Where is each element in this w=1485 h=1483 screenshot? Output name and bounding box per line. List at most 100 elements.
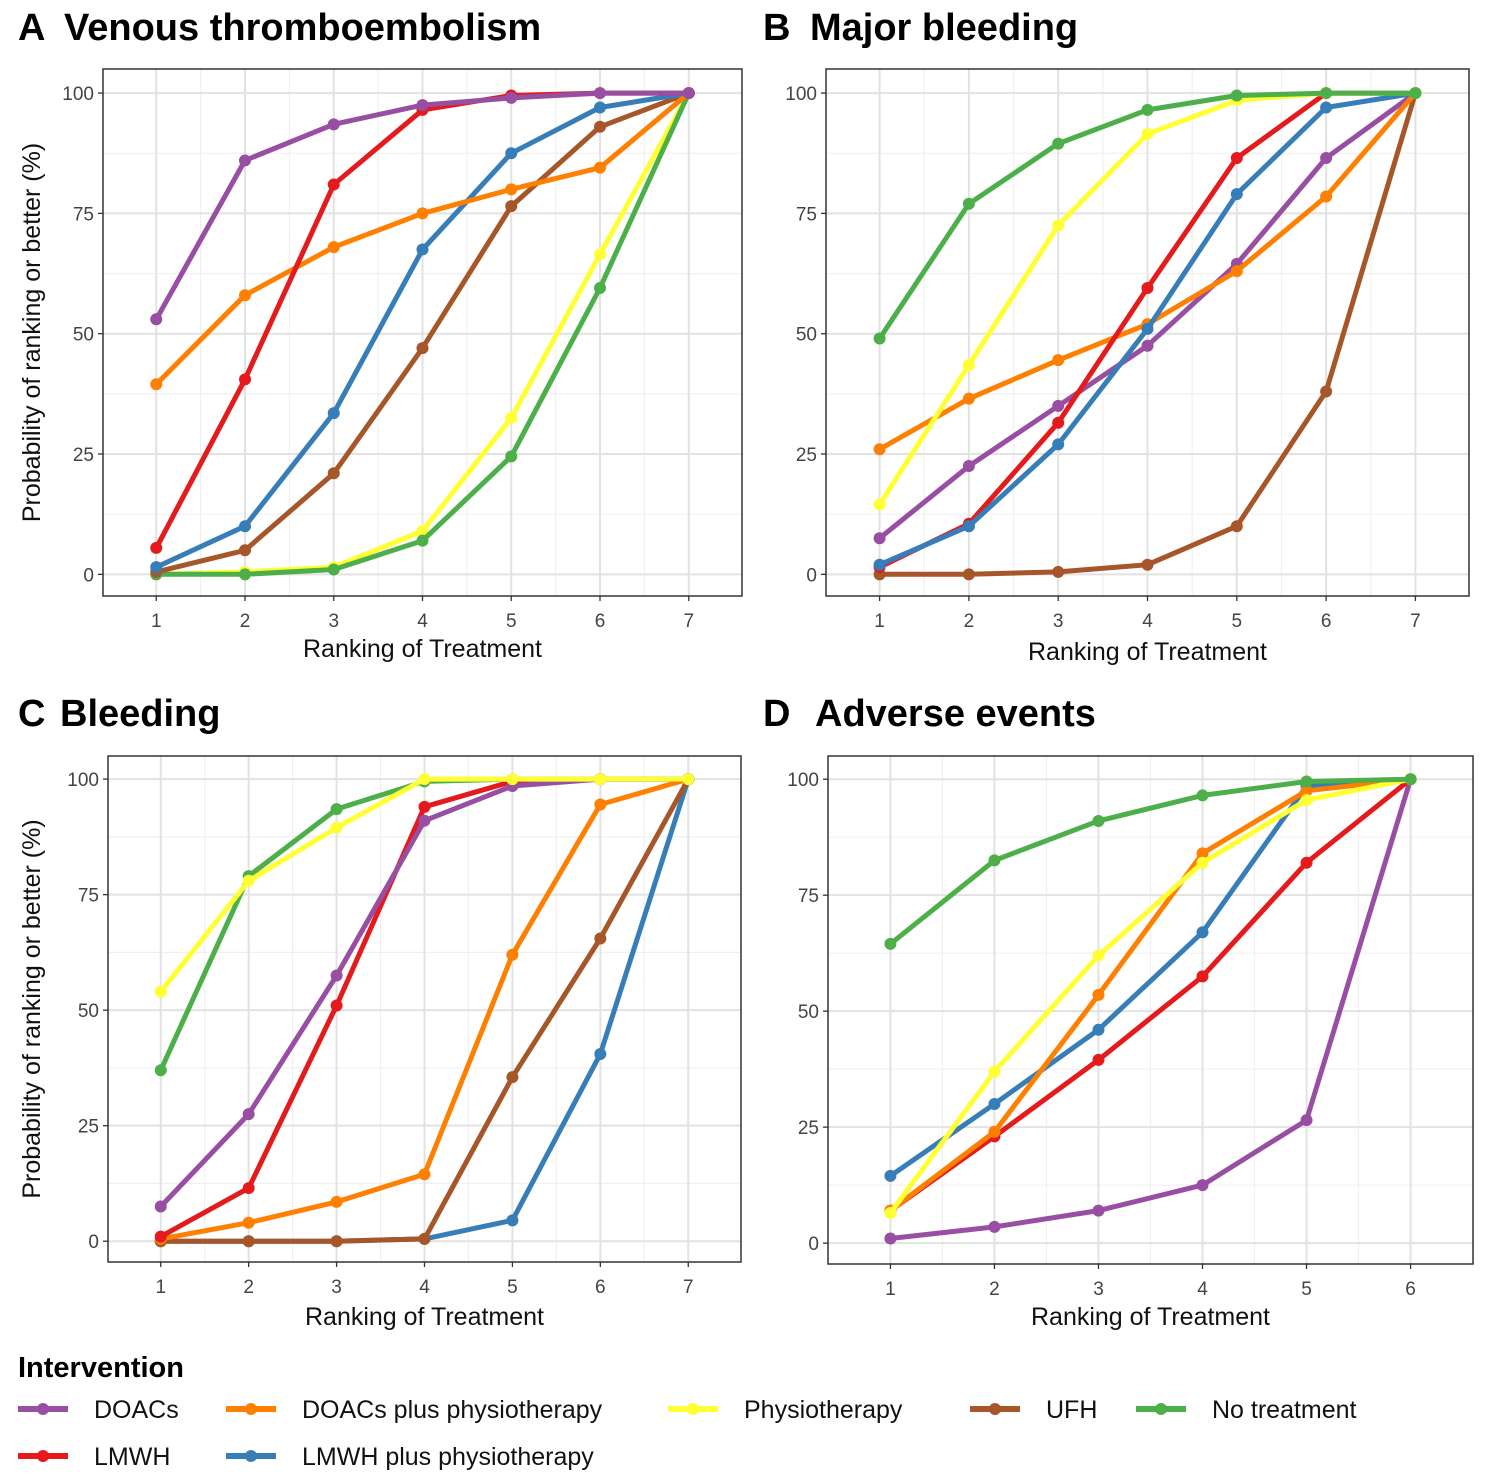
- data-point: [1141, 558, 1154, 571]
- legend-item-lmwh: LMWH: [18, 1443, 170, 1471]
- x-axis-title: Ranking of Treatment: [303, 635, 542, 663]
- data-point: [1141, 281, 1154, 294]
- data-point: [327, 563, 340, 576]
- series-line-lmwh-plus-physiotherapy: [887, 776, 1414, 1179]
- data-point: [682, 87, 695, 100]
- data-point: [873, 558, 886, 571]
- y-axis-title: Probability of ranking or better (%): [18, 819, 46, 1198]
- data-point: [418, 1232, 431, 1245]
- legend-item-doacs: DOACs: [18, 1396, 179, 1424]
- legend-swatch-point: [37, 1450, 49, 1462]
- x-tick-label: 2: [243, 1277, 254, 1298]
- y-tick-label: 0: [83, 565, 94, 586]
- data-point: [327, 241, 340, 254]
- data-point: [594, 248, 606, 261]
- legend-swatch-point: [245, 1403, 257, 1415]
- data-point: [505, 450, 518, 463]
- legend: Intervention DOACs DOACs plus physiotherap…: [18, 1352, 1357, 1471]
- data-point: [1052, 354, 1065, 367]
- series-no-treatment: [873, 87, 1422, 345]
- legend-label: No treatment: [1212, 1396, 1357, 1424]
- y-tick-label: 50: [798, 1002, 819, 1023]
- data-point: [239, 520, 251, 533]
- data-point: [988, 1125, 1001, 1138]
- panel-title: Adverse events: [815, 693, 1096, 735]
- legend-label: DOACs: [94, 1396, 179, 1424]
- data-point: [1052, 438, 1065, 451]
- x-tick-label: 5: [507, 1277, 518, 1298]
- data-point: [154, 1064, 167, 1077]
- data-point: [1141, 339, 1154, 352]
- y-tick-label: 75: [796, 204, 817, 225]
- legend-label: Physiotherapy: [744, 1396, 903, 1424]
- x-tick-label: 6: [595, 611, 606, 632]
- panel-letter: A: [18, 7, 45, 49]
- x-tick-label: 6: [1405, 1279, 1416, 1300]
- x-tick-label: 6: [1321, 611, 1332, 632]
- data-point: [327, 467, 340, 480]
- data-point: [150, 378, 163, 391]
- legend-swatch-point: [37, 1403, 49, 1415]
- data-point: [418, 814, 431, 827]
- x-tick-label: 6: [595, 1277, 606, 1298]
- y-tick-label: 100: [785, 84, 817, 105]
- data-point: [416, 534, 429, 547]
- x-tick-label: 1: [155, 1277, 166, 1298]
- data-point: [594, 1048, 607, 1061]
- data-point: [1320, 385, 1333, 398]
- data-point: [1052, 416, 1065, 429]
- x-tick-label: 4: [1197, 1279, 1208, 1300]
- data-point: [594, 161, 606, 174]
- series-line-physiotherapy: [887, 776, 1414, 1216]
- data-point: [594, 281, 606, 294]
- legend-label: UFH: [1046, 1396, 1097, 1424]
- x-tick-label: 1: [151, 611, 162, 632]
- y-tick-label: 25: [796, 445, 817, 466]
- data-point: [330, 969, 343, 982]
- y-tick-label: 0: [808, 1234, 819, 1255]
- y-tick-label: 50: [73, 325, 94, 346]
- data-point: [242, 874, 255, 887]
- legend-swatch-point: [1155, 1403, 1167, 1415]
- y-tick-label: 25: [798, 1118, 819, 1139]
- data-point: [327, 118, 340, 131]
- data-point: [988, 854, 1001, 867]
- data-point: [327, 178, 340, 191]
- y-tick-label: 75: [73, 204, 94, 225]
- data-point: [884, 937, 897, 950]
- data-point: [330, 1195, 343, 1208]
- data-point: [594, 87, 606, 100]
- data-point: [154, 985, 167, 998]
- legend-item-lmwh-plus-physiotherapy: LMWH plus physiotherapy: [226, 1443, 594, 1471]
- data-point: [1092, 1023, 1105, 1036]
- data-point: [1052, 137, 1065, 150]
- y-tick-label: 50: [796, 325, 817, 346]
- data-point: [988, 1065, 1001, 1078]
- data-point: [1409, 87, 1422, 100]
- data-point: [1196, 926, 1209, 939]
- data-point: [1320, 101, 1333, 114]
- data-point: [330, 999, 343, 1012]
- series-doacs: [884, 773, 1417, 1245]
- panel-letter: C: [18, 693, 45, 735]
- data-point: [1196, 1179, 1209, 1192]
- legend-item-doacs-plus-physiotherapy: DOACs plus physiotherapy: [226, 1396, 603, 1424]
- data-point: [1230, 520, 1243, 533]
- chart-panel-c: 0 25 50 75 100 1 2 3 4 5 6 7 Ranking of Treatment Pro…: [18, 693, 742, 1331]
- data-point: [505, 147, 518, 160]
- y-tick-label: 100: [67, 770, 99, 791]
- data-point: [1092, 1053, 1105, 1066]
- y-tick-label: 75: [798, 886, 819, 907]
- data-point: [1300, 784, 1313, 797]
- data-point: [506, 1214, 519, 1227]
- x-tick-label: 4: [417, 611, 428, 632]
- data-point: [242, 1235, 255, 1248]
- x-tick-label: 1: [885, 1279, 896, 1300]
- data-point: [1320, 152, 1333, 165]
- data-point: [1052, 219, 1065, 232]
- data-point: [962, 460, 975, 473]
- data-point: [1092, 949, 1105, 962]
- series-line-lmwh: [887, 776, 1414, 1214]
- data-point: [594, 120, 606, 133]
- data-point: [242, 1108, 255, 1121]
